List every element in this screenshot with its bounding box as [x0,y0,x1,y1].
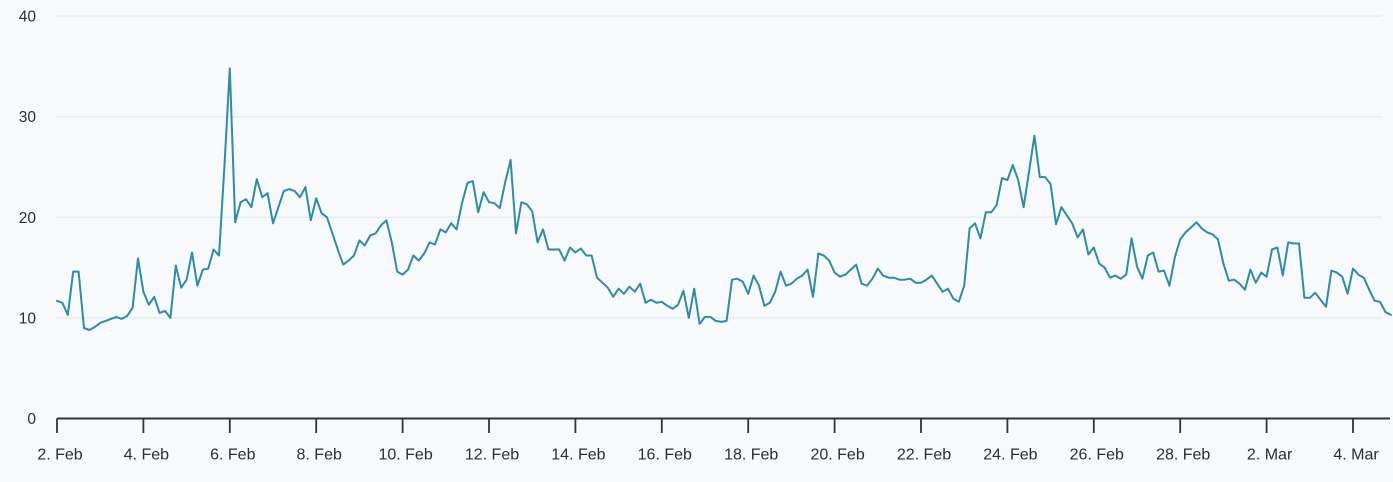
y-axis-label: 40 [19,9,37,26]
x-axis-label: 18. Feb [724,447,778,464]
x-axis-label: 28. Feb [1156,447,1210,464]
x-axis-label: 22. Feb [897,447,951,464]
x-axis-label: 16. Feb [638,447,692,464]
x-axis-label: 24. Feb [983,447,1037,464]
x-axis-label: 4. Mar [1333,447,1379,464]
x-axis-label: 12. Feb [465,447,519,464]
x-axis-label: 6. Feb [210,447,255,464]
x-axis-label: 26. Feb [1070,447,1124,464]
x-axis-label: 4. Feb [124,447,169,464]
y-axis-label: 10 [19,310,37,327]
x-axis-label: 10. Feb [378,447,432,464]
x-axis-label: 2. Feb [37,447,82,464]
series-line[interactable] [56,67,1392,331]
x-axis-label: 2. Mar [1247,447,1293,464]
y-axis-label: 0 [27,411,36,428]
x-axis-label: 14. Feb [551,447,605,464]
y-axis-label: 30 [19,109,37,126]
y-axis-label: 20 [19,210,37,227]
x-axis-label: 8. Feb [297,447,342,464]
x-axis-label: 20. Feb [810,447,864,464]
